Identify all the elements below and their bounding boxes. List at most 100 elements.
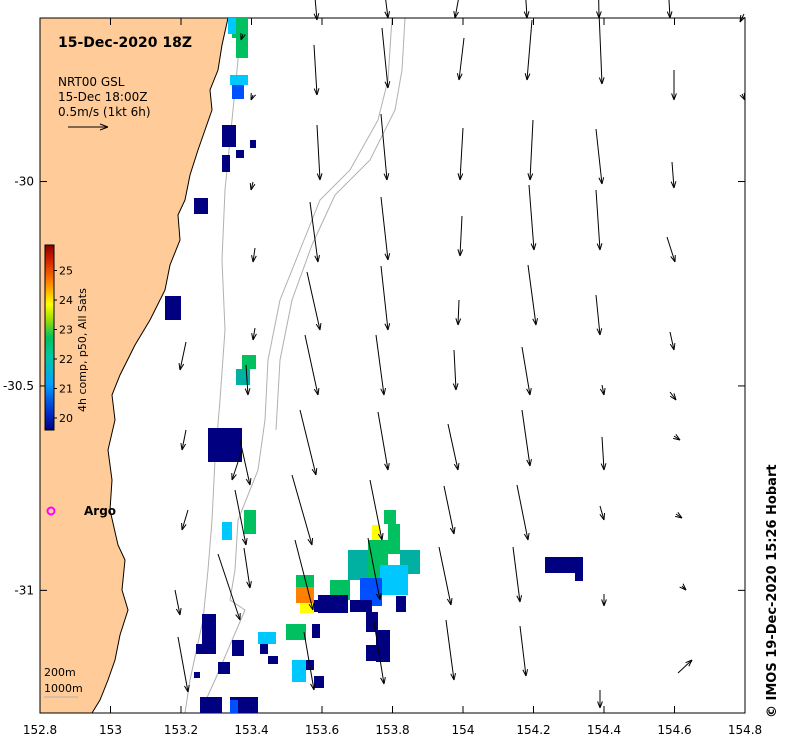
current-vector-head bbox=[317, 387, 320, 396]
current-vector-head bbox=[240, 34, 246, 41]
current-vector bbox=[739, 13, 745, 23]
current-vector-head bbox=[459, 173, 464, 181]
x-tick-label: 153.2 bbox=[164, 723, 198, 737]
current-vector-head bbox=[310, 683, 315, 691]
current-vector-head bbox=[179, 608, 182, 616]
current-vector-head bbox=[249, 581, 252, 589]
current-vector bbox=[234, 489, 247, 546]
current-vector-head bbox=[598, 77, 603, 85]
current-vector-head bbox=[669, 395, 677, 401]
product-line-2: 15-Dec 18:00Z bbox=[58, 90, 147, 104]
current-vector-head bbox=[453, 527, 456, 535]
current-vector-head bbox=[313, 683, 316, 691]
current-vector bbox=[529, 119, 534, 181]
current-vector-head bbox=[523, 533, 529, 541]
current-vector bbox=[458, 37, 465, 81]
current-vector-head bbox=[383, 388, 386, 396]
y-tick-label: -30 bbox=[14, 175, 34, 189]
current-vector-head bbox=[178, 362, 181, 371]
current-vector bbox=[521, 409, 531, 467]
current-vector-head bbox=[387, 81, 391, 89]
current-vector bbox=[601, 384, 605, 396]
current-vector bbox=[313, 44, 318, 96]
argo-marker: Argo bbox=[46, 504, 116, 518]
current-vector-head bbox=[670, 256, 676, 263]
current-vector-head bbox=[603, 463, 607, 471]
current-vector-head bbox=[743, 92, 746, 101]
map-title: 15-Dec-2020 18Z bbox=[58, 35, 192, 51]
current-vector-head bbox=[251, 333, 254, 341]
product-line-3: 0.5m/s (1kt 6h) bbox=[58, 105, 151, 119]
current-vector-head bbox=[456, 73, 460, 81]
current-vector-head bbox=[181, 443, 187, 451]
colorbar: 20 21 22 23 24 25 4h comp, p50, All Sats bbox=[44, 244, 89, 431]
current-vector bbox=[299, 409, 317, 476]
current-vector bbox=[369, 479, 383, 541]
current-vector-head bbox=[313, 88, 318, 96]
current-vector bbox=[598, 0, 600, 19]
current-vector-head bbox=[600, 463, 605, 471]
current-vector bbox=[595, 294, 601, 336]
current-vector-head bbox=[601, 177, 605, 185]
product-line-1: NRT00 GSL bbox=[58, 75, 125, 89]
current-vector-head bbox=[526, 388, 531, 396]
current-vector-head bbox=[601, 77, 605, 85]
current-vector bbox=[454, 0, 459, 19]
current-vector-head bbox=[246, 581, 251, 589]
colorbar-tick-label: 25 bbox=[59, 265, 73, 278]
current-vector bbox=[671, 161, 675, 189]
current-vector bbox=[380, 196, 389, 261]
current-vector-head bbox=[455, 383, 459, 391]
current-vector-head bbox=[666, 11, 671, 19]
current-vector-head bbox=[179, 363, 185, 371]
current-vector-head bbox=[599, 388, 605, 396]
current-vector-head bbox=[387, 463, 390, 471]
current-vector-head bbox=[245, 538, 248, 546]
current-vector-head bbox=[387, 323, 391, 331]
current-vector-head bbox=[235, 614, 241, 621]
current-vector-head bbox=[383, 677, 386, 685]
current-vector bbox=[669, 391, 677, 401]
current-vector bbox=[459, 127, 464, 181]
x-tick-label: 154.8 bbox=[728, 723, 762, 737]
current-vector bbox=[457, 299, 460, 326]
current-vector-head bbox=[673, 93, 677, 101]
current-vector-head bbox=[527, 533, 530, 541]
current-vector-head bbox=[241, 538, 247, 546]
sst-pixels bbox=[165, 18, 583, 713]
current-vector-head bbox=[250, 94, 257, 101]
current-vector bbox=[239, 439, 251, 486]
current-vector bbox=[303, 631, 315, 691]
current-vector bbox=[294, 539, 314, 611]
credit-text: © IMOS 19-Dec-2020 15:26 Hobart bbox=[765, 464, 780, 718]
current-vector bbox=[599, 505, 605, 521]
current-vector-head bbox=[457, 462, 460, 471]
x-tick-label: 153.4 bbox=[234, 723, 268, 737]
scale-arrow bbox=[68, 123, 109, 131]
current-vector bbox=[668, 0, 671, 19]
argo-symbol bbox=[46, 506, 56, 516]
current-vector-head bbox=[603, 512, 606, 521]
current-vector-head bbox=[603, 388, 606, 396]
current-vector-head bbox=[454, 11, 459, 19]
current-vector-head bbox=[457, 249, 461, 257]
current-vector-head bbox=[599, 243, 603, 251]
current-vector-head bbox=[455, 318, 459, 326]
x-tick-label: 154 bbox=[452, 723, 475, 737]
current-vector-head bbox=[247, 388, 251, 396]
current-vector bbox=[385, 0, 389, 19]
contour-1000m-b bbox=[275, 17, 406, 431]
current-vector-head bbox=[252, 255, 257, 263]
current-vector bbox=[179, 341, 187, 371]
current-vector-head bbox=[184, 685, 189, 693]
current-vector bbox=[245, 364, 249, 396]
current-vector-head bbox=[452, 383, 457, 391]
current-vector-head bbox=[526, 11, 530, 19]
contour-1000m bbox=[199, 17, 393, 714]
current-vector-head bbox=[379, 593, 382, 601]
current-vector bbox=[304, 334, 319, 396]
current-vector bbox=[377, 411, 389, 471]
current-vector bbox=[367, 537, 381, 601]
current-vector-head bbox=[670, 181, 675, 189]
